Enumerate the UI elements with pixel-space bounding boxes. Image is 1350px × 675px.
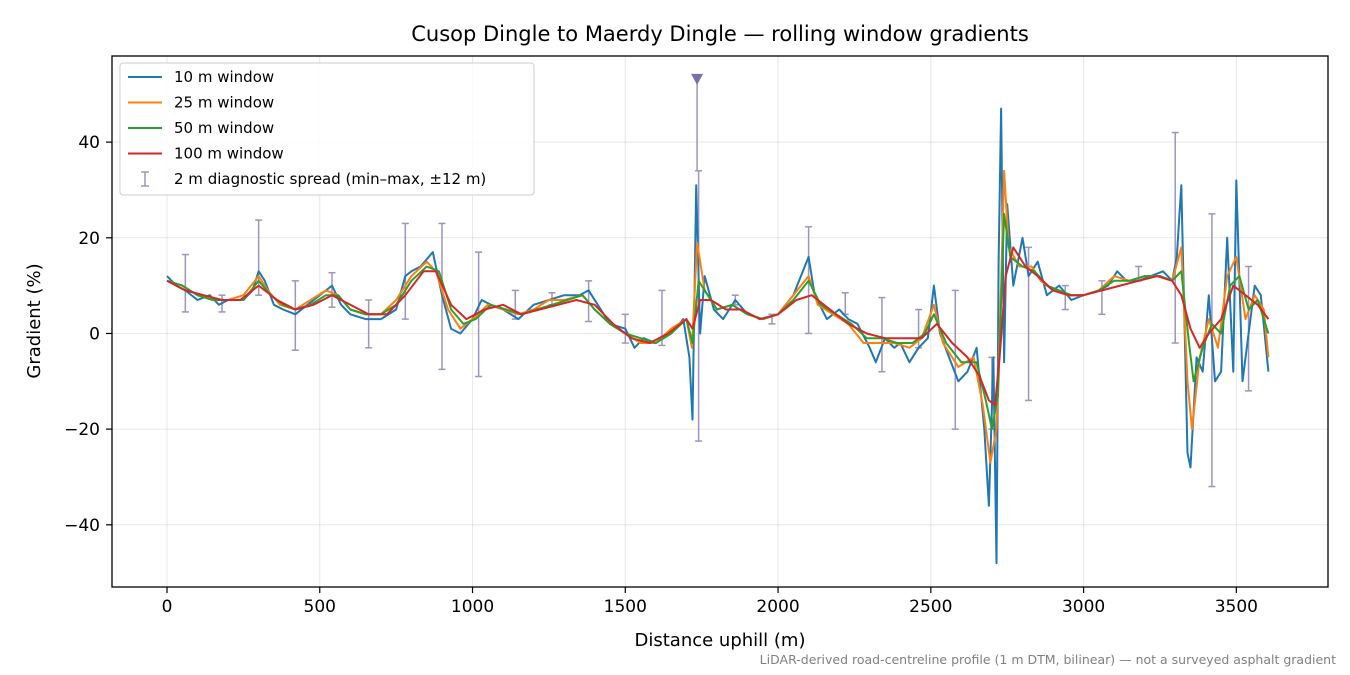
x-tick-label: 1500 xyxy=(604,597,647,617)
legend-label: 50 m window xyxy=(174,119,274,137)
x-axis-label: Distance uphill (m) xyxy=(635,630,806,651)
error-bars xyxy=(181,73,1253,488)
x-tick-label: 2500 xyxy=(909,597,952,617)
axes: 0 500 1000 1500 2000 2500 3000 3500 −40 −20 0 20 40 xyxy=(64,55,1329,617)
y-axis-label: Gradient (%) xyxy=(24,263,45,378)
series-line xyxy=(166,212,1270,431)
legend: 10 m window 25 m window 50 m window 100 m w… xyxy=(119,62,535,196)
x-tick-label: 3500 xyxy=(1215,597,1258,617)
clipped-marker xyxy=(691,73,704,85)
x-tick-label: 3000 xyxy=(1062,597,1105,617)
y-tick-label: −40 xyxy=(64,516,100,536)
x-tick-label: 2000 xyxy=(756,597,799,617)
plot-frame xyxy=(111,55,1329,588)
x-tick-label: 500 xyxy=(304,597,336,617)
legend-label: 2 m diagnostic spread (min–max, ±12 m) xyxy=(174,170,486,188)
series-lines xyxy=(166,107,1270,565)
series-line xyxy=(166,246,1270,407)
y-tick-label: 0 xyxy=(89,324,100,344)
series-line xyxy=(166,169,1270,464)
y-tick-label: 20 xyxy=(78,229,100,249)
legend-label: 10 m window xyxy=(174,68,274,86)
chart-title: Cusop Dingle to Maerdy Dingle — rolling … xyxy=(411,22,1029,46)
x-tick-label: 1000 xyxy=(451,597,494,617)
y-tick-label: 40 xyxy=(78,133,100,153)
footnote: LiDAR-derived road-centreline profile (1… xyxy=(760,652,1336,667)
legend-label: 100 m window xyxy=(174,145,284,163)
y-tick-label: −20 xyxy=(64,420,100,440)
legend-box xyxy=(119,62,535,196)
legend-label: 25 m window xyxy=(174,94,274,112)
x-tick-label: 0 xyxy=(162,597,173,617)
